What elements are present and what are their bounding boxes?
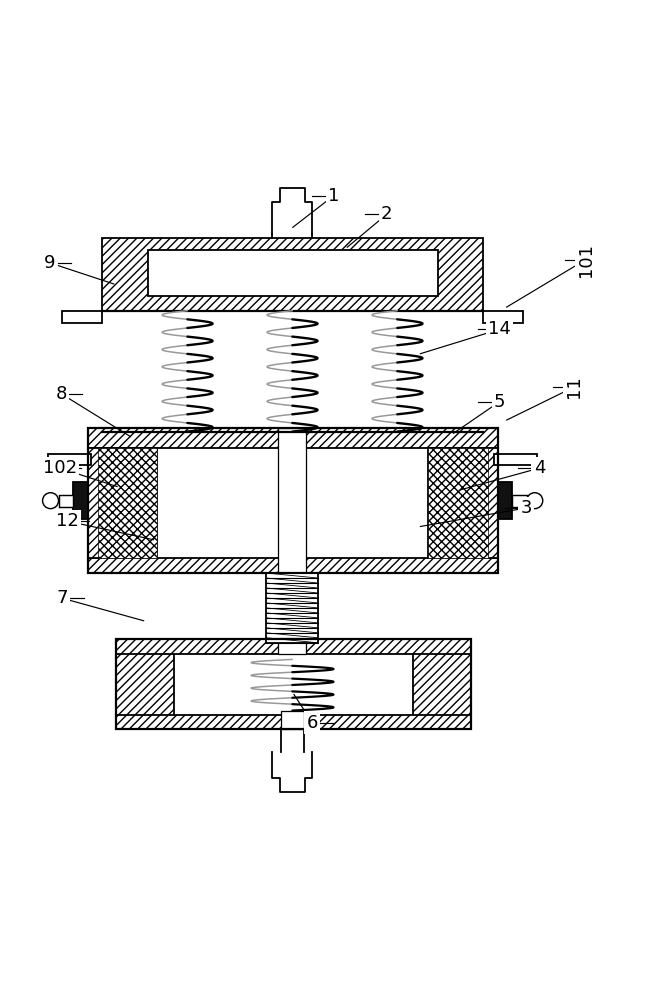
Bar xyxy=(115,639,471,654)
Bar xyxy=(48,454,91,465)
Bar xyxy=(278,630,306,654)
Bar xyxy=(102,238,483,311)
Bar xyxy=(115,715,471,729)
Bar xyxy=(483,311,523,323)
Bar xyxy=(498,482,512,519)
Bar xyxy=(428,448,488,558)
Bar xyxy=(147,250,438,296)
Bar xyxy=(73,482,88,519)
Bar xyxy=(88,558,498,573)
Text: 101: 101 xyxy=(577,243,595,277)
Text: 6: 6 xyxy=(307,714,318,732)
Bar xyxy=(494,454,538,465)
Bar xyxy=(281,711,303,729)
Bar xyxy=(63,311,102,323)
Text: 7: 7 xyxy=(57,589,68,607)
Text: 5: 5 xyxy=(494,393,506,411)
Bar xyxy=(115,639,471,729)
Bar xyxy=(115,639,174,729)
Polygon shape xyxy=(272,752,312,792)
Bar xyxy=(266,573,318,643)
Bar xyxy=(428,448,498,558)
Polygon shape xyxy=(272,188,312,234)
Text: 9: 9 xyxy=(44,254,55,272)
Text: 2: 2 xyxy=(381,205,392,223)
Circle shape xyxy=(527,493,543,509)
Text: 12: 12 xyxy=(57,512,79,530)
Text: 1: 1 xyxy=(327,187,340,205)
Circle shape xyxy=(43,493,59,509)
Bar xyxy=(88,448,157,558)
Text: 8: 8 xyxy=(55,385,67,403)
Text: 102: 102 xyxy=(43,459,77,477)
Bar xyxy=(59,495,73,507)
Bar xyxy=(97,448,157,558)
Bar xyxy=(88,428,498,448)
Bar xyxy=(512,495,527,507)
Bar xyxy=(88,428,498,573)
Bar xyxy=(413,639,471,729)
Text: 3: 3 xyxy=(520,499,532,517)
Text: 4: 4 xyxy=(534,459,545,477)
Text: 14: 14 xyxy=(488,320,511,338)
Bar xyxy=(278,428,306,573)
Text: 11: 11 xyxy=(565,376,583,398)
